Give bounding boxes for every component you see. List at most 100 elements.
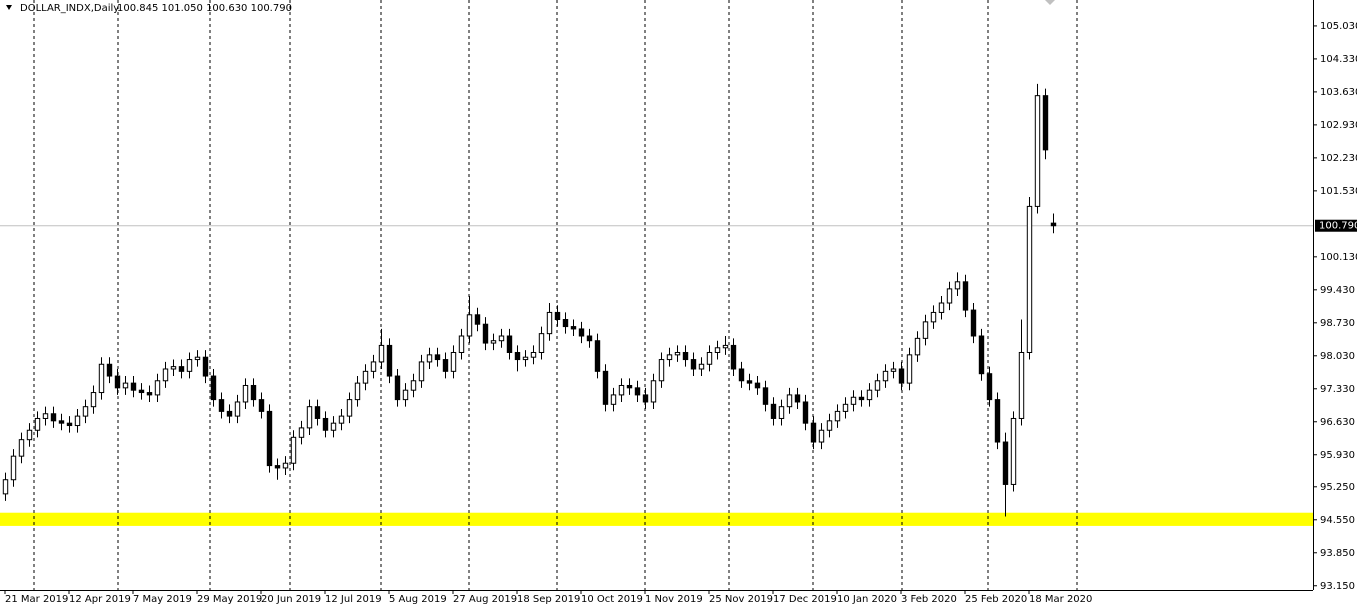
candle — [690, 352, 697, 377]
candle-body — [434, 354, 441, 361]
candle-body — [778, 406, 785, 419]
candle — [1042, 88, 1049, 160]
candle — [594, 333, 601, 379]
candle — [842, 397, 849, 419]
candle-body — [426, 354, 433, 363]
candle — [250, 378, 257, 407]
candle-body — [210, 375, 217, 401]
support-zone — [0, 512, 1313, 526]
candle — [554, 305, 561, 327]
y-tick-label: 93.850 — [1320, 548, 1355, 559]
candle-body — [226, 410, 233, 417]
candle-body — [1034, 95, 1041, 207]
candle-body — [114, 375, 121, 389]
candle-body — [634, 387, 641, 396]
candle-body — [610, 394, 617, 405]
candle — [458, 328, 465, 360]
candle — [218, 392, 225, 419]
candle — [1018, 319, 1025, 426]
candle-body — [882, 370, 889, 382]
candle — [306, 399, 313, 435]
x-tick-label: 3 Feb 2020 — [901, 594, 957, 605]
candle — [578, 321, 585, 344]
y-tick-label: 104.330 — [1320, 54, 1357, 65]
candle — [810, 416, 817, 450]
y-tick-label: 98.730 — [1320, 318, 1355, 329]
candle — [1050, 213, 1057, 234]
candle — [538, 326, 545, 360]
candle — [242, 378, 249, 410]
candle-body — [698, 363, 705, 370]
candle — [938, 295, 945, 320]
candle-body — [530, 351, 537, 358]
x-tick-label: 10 Jan 2020 — [837, 594, 897, 605]
candle-body — [362, 370, 369, 384]
candle — [946, 281, 953, 311]
candle-body — [74, 415, 81, 427]
candle — [602, 364, 609, 412]
candle — [234, 394, 241, 424]
candle — [426, 347, 433, 369]
candle-body — [722, 344, 729, 349]
y-tick-label: 95.250 — [1320, 482, 1355, 493]
candle-body — [818, 429, 825, 443]
candle — [170, 359, 177, 377]
x-tick-label: 5 Aug 2019 — [389, 594, 447, 605]
candle-body — [346, 399, 353, 417]
shift-marker — [1045, 0, 1055, 5]
candle — [1010, 411, 1017, 492]
candle-body — [130, 382, 137, 391]
x-tick-label: 25 Feb 2020 — [965, 594, 1027, 605]
candle-body — [810, 422, 817, 443]
candle — [82, 399, 89, 424]
candle — [498, 328, 505, 348]
candle-body — [890, 368, 897, 372]
candle — [754, 376, 761, 395]
candle-body — [794, 394, 801, 403]
candle — [394, 368, 401, 407]
candle — [650, 373, 657, 410]
candle — [106, 357, 113, 384]
candle — [266, 404, 273, 473]
candle-body — [898, 368, 905, 384]
candle — [826, 413, 833, 438]
candle — [738, 361, 745, 388]
candle-body — [322, 417, 329, 431]
candle-body — [962, 281, 969, 311]
candle — [882, 364, 889, 388]
candle-body — [826, 420, 833, 431]
x-tick-label: 20 Jun 2019 — [261, 594, 321, 605]
candle — [730, 338, 737, 377]
candle-body — [978, 335, 985, 375]
candle — [490, 333, 497, 351]
candle — [634, 380, 641, 402]
candle — [138, 383, 145, 400]
candle — [922, 314, 929, 346]
candle — [434, 347, 441, 367]
candle — [330, 416, 337, 438]
candle — [466, 295, 473, 344]
candle — [770, 397, 777, 426]
candle-body — [450, 351, 457, 372]
candle — [626, 378, 633, 395]
candle-body — [66, 422, 73, 427]
candle-body — [690, 359, 697, 370]
candle-body — [618, 384, 625, 396]
candle-body — [290, 436, 297, 464]
candle-body — [506, 335, 513, 353]
candle-body — [714, 347, 721, 353]
candle-body — [514, 351, 521, 361]
candle — [762, 380, 769, 412]
candle — [562, 312, 569, 334]
candle — [26, 423, 33, 447]
candle-body — [578, 328, 585, 337]
candle-body — [986, 373, 993, 401]
x-tick-label: 17 Dec 2019 — [773, 594, 837, 605]
candle — [1026, 196, 1033, 360]
candle — [154, 373, 161, 402]
candle-body — [786, 394, 793, 408]
candle-body — [18, 439, 25, 457]
candle-body — [762, 387, 769, 405]
candle-body — [866, 389, 873, 401]
candle-body — [682, 351, 689, 361]
